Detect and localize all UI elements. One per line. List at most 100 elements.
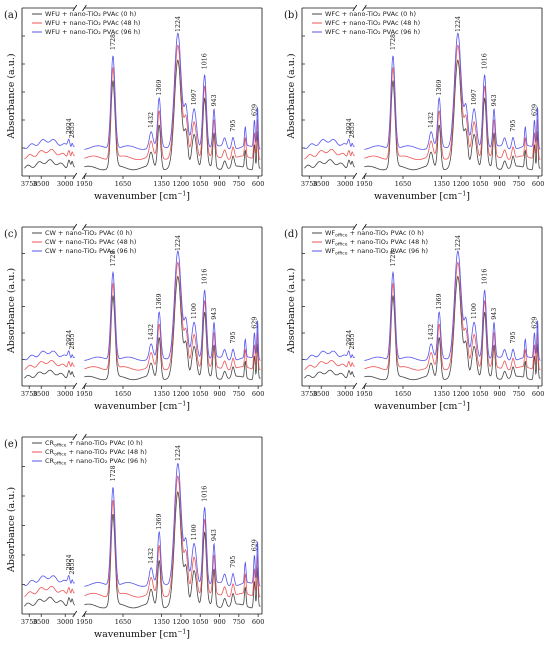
axis-break-mark bbox=[82, 4, 87, 12]
spectrum-line-96h-high bbox=[304, 138, 355, 150]
x-tick-label: 1950 bbox=[76, 390, 93, 398]
x-tick-label: 3500 bbox=[313, 180, 330, 188]
x-tick-label: 1050 bbox=[472, 390, 489, 398]
x-tick-label: 3750 bbox=[21, 180, 38, 188]
peak-label-629: 629 bbox=[251, 317, 258, 329]
x-tick-label: 1350 bbox=[153, 180, 170, 188]
x-tick-label: 3500 bbox=[33, 618, 50, 626]
spectrum-line-48h-high bbox=[304, 359, 355, 370]
y-axis-title: Absorbance (a.u.) bbox=[6, 268, 17, 354]
spectrum-line-96h-high bbox=[304, 350, 355, 361]
spectrum-line-0h-fingerprint bbox=[84, 491, 261, 609]
spectrum-line-0h-fingerprint bbox=[84, 275, 261, 381]
x-tick-label: 3000 bbox=[57, 180, 74, 188]
spectrum-line-0h-high bbox=[304, 159, 355, 169]
peak-label-1432: 1432 bbox=[428, 324, 435, 340]
axis-break-mark bbox=[72, 382, 78, 390]
spectrum-line-96h-fingerprint bbox=[84, 32, 261, 150]
peak-label-795: 795 bbox=[230, 120, 237, 132]
peak-label-629: 629 bbox=[531, 317, 538, 329]
panel-label: (c) bbox=[4, 229, 18, 240]
x-tick-label: 1200 bbox=[173, 618, 190, 626]
x-tick-label: 600 bbox=[252, 618, 264, 626]
x-tick-label: 1650 bbox=[395, 180, 412, 188]
peak-label-1432: 1432 bbox=[148, 112, 155, 128]
spectrum-line-48h-high bbox=[304, 149, 355, 160]
peak-label-795: 795 bbox=[510, 331, 517, 343]
x-tick-label: 1650 bbox=[395, 390, 412, 398]
x-tick-label: 600 bbox=[532, 180, 544, 188]
peak-label-1016: 1016 bbox=[202, 53, 209, 69]
x-tick-label: 1950 bbox=[356, 390, 373, 398]
peak-label-795: 795 bbox=[230, 331, 237, 343]
axis-break-mark bbox=[72, 172, 78, 180]
peak-label-1100: 1100 bbox=[191, 303, 198, 319]
spectrum-line-0h-fingerprint bbox=[84, 59, 261, 171]
spectrum-line-96h-fingerprint bbox=[364, 32, 541, 150]
peak-label-2924: 2924 bbox=[66, 118, 73, 134]
spectrum-line-96h-fingerprint bbox=[84, 462, 261, 587]
peak-label-1728: 1728 bbox=[390, 251, 397, 267]
x-axis-title: wavenumber [cm−1] bbox=[374, 191, 470, 203]
x-tick-label: 600 bbox=[252, 180, 264, 188]
x-tick-label: 3500 bbox=[33, 180, 50, 188]
legend-entry: WFoffice + nano-TiO₂ PVAc (96 h) bbox=[325, 247, 428, 257]
peak-label-2855: 2855 bbox=[349, 334, 356, 350]
x-tick-label: 1950 bbox=[76, 180, 93, 188]
x-tick-label: 1200 bbox=[453, 390, 470, 398]
peak-label-1432: 1432 bbox=[428, 112, 435, 128]
axis-break-mark bbox=[72, 610, 78, 618]
peak-label-1224: 1224 bbox=[455, 235, 462, 251]
legend-entry: WFC + nano-TiO₂ PVAc (48 h) bbox=[325, 19, 420, 27]
spectrum-line-96h-fingerprint bbox=[84, 250, 261, 361]
x-axis-title: wavenumber [cm−1] bbox=[94, 629, 190, 641]
peak-label-1016: 1016 bbox=[202, 486, 209, 502]
x-tick-label: 900 bbox=[213, 390, 225, 398]
peak-label-1369: 1369 bbox=[156, 294, 163, 310]
peak-label-943: 943 bbox=[491, 94, 498, 106]
panel-label: (a) bbox=[4, 10, 18, 21]
peak-label-943: 943 bbox=[211, 94, 218, 106]
x-tick-label: 1200 bbox=[173, 390, 190, 398]
legend-entry: WFU + nano-TiO₂ PVAc (96 h) bbox=[45, 28, 140, 36]
peak-label-1728: 1728 bbox=[110, 465, 117, 481]
axis-break-mark bbox=[352, 382, 358, 390]
legend-entry: CRoffice + nano-TiO₂ PVAc (48 h) bbox=[45, 448, 147, 458]
x-tick-label: 3750 bbox=[21, 390, 38, 398]
x-tick-label: 3000 bbox=[57, 390, 74, 398]
x-tick-label: 750 bbox=[233, 390, 245, 398]
spectrum-line-48h-fingerprint bbox=[84, 261, 261, 371]
x-tick-label: 3500 bbox=[313, 390, 330, 398]
x-tick-label: 3500 bbox=[33, 390, 50, 398]
legend-entry: CRoffice + nano-TiO₂ PVAc (0 h) bbox=[45, 439, 143, 449]
legend-entry: WFC + nano-TiO₂ PVAc (96 h) bbox=[325, 28, 420, 36]
peak-label-943: 943 bbox=[211, 529, 218, 541]
peak-label-1097: 1097 bbox=[471, 89, 478, 105]
x-tick-label: 750 bbox=[513, 390, 525, 398]
x-tick-label: 1650 bbox=[115, 618, 132, 626]
legend-entry: WFoffice + nano-TiO₂ PVAc (0 h) bbox=[325, 229, 424, 239]
peak-label-1016: 1016 bbox=[482, 269, 489, 285]
x-tick-label: 1200 bbox=[173, 180, 190, 188]
x-tick-label: 3000 bbox=[337, 180, 354, 188]
spectrum-line-48h-high bbox=[24, 149, 75, 160]
x-tick-label: 3000 bbox=[337, 390, 354, 398]
peak-label-795: 795 bbox=[230, 556, 237, 568]
panel-label: (e) bbox=[4, 439, 18, 450]
peak-label-1224: 1224 bbox=[455, 16, 462, 32]
x-tick-label: 1350 bbox=[153, 390, 170, 398]
peak-label-1728: 1728 bbox=[110, 34, 117, 50]
spectrum-line-96h-high bbox=[24, 138, 75, 150]
x-tick-label: 1650 bbox=[115, 390, 132, 398]
peak-label-1369: 1369 bbox=[436, 80, 443, 96]
legend-entry: CW + nano-TiO₂ PVAc (96 h) bbox=[45, 247, 136, 255]
x-tick-label: 900 bbox=[493, 180, 505, 188]
axis-break-mark bbox=[82, 433, 87, 441]
peak-label-1369: 1369 bbox=[436, 294, 443, 310]
peak-label-1728: 1728 bbox=[110, 251, 117, 267]
peak-label-1369: 1369 bbox=[156, 80, 163, 96]
spectrum-line-48h-fingerprint bbox=[364, 44, 541, 160]
